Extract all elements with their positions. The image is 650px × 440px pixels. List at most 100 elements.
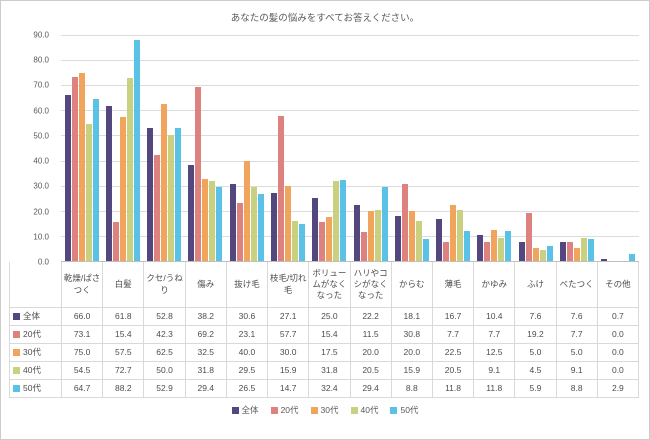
table-header-cell: 白髪 — [103, 262, 145, 308]
bar-20代 — [484, 241, 491, 261]
table-value-cell: 9.1 — [556, 362, 598, 381]
bar-30代 — [408, 210, 415, 261]
legend-label: 30代 — [320, 405, 339, 416]
table-value-cell: 7.6 — [515, 308, 557, 327]
bar-20代 — [360, 232, 367, 261]
table-value-cell: 40.0 — [226, 344, 269, 363]
legend-item: 50代 — [390, 404, 418, 416]
table-value-cell: 9.1 — [474, 362, 516, 381]
bar-40代 — [85, 124, 92, 261]
gridline — [61, 185, 639, 187]
bar-group — [391, 35, 432, 261]
bar-50代 — [133, 39, 140, 261]
table-header-cell: からむ — [391, 262, 433, 308]
table-value-cell: 61.8 — [103, 308, 145, 327]
bar-group — [515, 35, 556, 261]
table-header-cell: 傷み — [185, 262, 227, 308]
bar-50代 — [340, 179, 347, 261]
legend-label: 全体 — [241, 405, 259, 416]
table-header-cell: ハリやコシがなくなった — [350, 262, 392, 308]
bar-30代 — [161, 104, 168, 261]
bar-group — [598, 35, 639, 261]
bar-group — [309, 35, 350, 261]
table-value-cell: 22.5 — [432, 344, 475, 363]
bar-40代 — [168, 135, 175, 261]
table-header-cell: べたつく — [556, 262, 598, 308]
table-value-cell: 0.0 — [597, 362, 639, 381]
y-axis: 90.0 80.0 70.0 60.0 50.0 40.0 30.0 20.0 10.0 0.0 — [9, 31, 57, 267]
bar-全体 — [353, 205, 360, 261]
table-value-cell: 20.5 — [432, 362, 475, 381]
table-value-cell: 30.6 — [226, 308, 269, 327]
gridline — [61, 85, 639, 87]
bar-group — [226, 35, 267, 261]
bar-40代 — [581, 238, 588, 261]
bars — [61, 35, 639, 261]
table-value-cell: 29.4 — [350, 380, 392, 399]
table-value-cell: 0.0 — [597, 344, 639, 363]
series-name: 30代 — [23, 347, 41, 358]
table-value-cell: 52.9 — [144, 380, 186, 399]
y-tick-label: 80.0 — [33, 55, 49, 65]
bar-group — [61, 35, 102, 261]
bar-40代 — [498, 238, 505, 261]
bar-全体 — [436, 219, 443, 261]
bar-全体 — [477, 234, 484, 261]
table-value-cell: 32.4 — [309, 380, 351, 399]
gridline — [61, 110, 639, 112]
table-value-cell: 22.2 — [350, 308, 392, 327]
table-value-cell: 29.4 — [185, 380, 227, 399]
table-value-cell: 7.6 — [556, 308, 598, 327]
y-tick-label: 90.0 — [33, 30, 49, 40]
y-tick-label: 70.0 — [33, 80, 49, 90]
legend-label: 50代 — [400, 405, 419, 416]
table-value-cell: 57.7 — [268, 326, 310, 345]
bar-40代 — [126, 78, 133, 261]
table-value-cell: 20.0 — [350, 344, 392, 363]
table-header-cell: クセ/うねり — [144, 262, 186, 308]
table-value-cell: 66.0 — [62, 308, 104, 327]
series-name: 20代 — [23, 329, 41, 340]
gridline — [61, 210, 639, 212]
chart: 90.0 80.0 70.0 60.0 50.0 40.0 30.0 20.0 10.0 0.0 — [33, 31, 639, 267]
bar-20代 — [401, 183, 408, 261]
bar-group — [350, 35, 391, 261]
table-value-cell: 26.5 — [226, 380, 269, 399]
table-value-cell: 12.5 — [474, 344, 516, 363]
bar-50代 — [381, 187, 388, 261]
bar-group — [267, 35, 308, 261]
legend: 全体 20代 30代 40代 50代 — [9, 404, 641, 416]
bar-50代 — [216, 187, 223, 261]
table-value-cell: 5.9 — [515, 380, 557, 399]
gridline — [61, 60, 639, 62]
bar-全体 — [188, 165, 195, 261]
bar-group — [474, 35, 515, 261]
bar-20代 — [71, 77, 78, 261]
table-value-cell: 15.4 — [309, 326, 351, 345]
bar-40代 — [292, 221, 299, 261]
legend-swatch — [390, 406, 398, 414]
series-name: 50代 — [23, 383, 41, 394]
bar-50代 — [175, 128, 182, 261]
table-value-cell: 50.0 — [144, 362, 186, 381]
bar-50代 — [299, 224, 306, 261]
bar-50代 — [92, 98, 99, 261]
bar-group — [144, 35, 185, 261]
table-value-cell: 29.5 — [226, 362, 269, 381]
data-table: 乾燥/ぱさつく 白髪 クセ/うねり 傷み 抜け毛 枝毛/切れ毛 ボリュームがなくなった ハリや… — [9, 262, 639, 399]
table-value-cell: 16.7 — [432, 308, 475, 327]
table-value-cell: 11.8 — [474, 380, 516, 399]
bar-30代 — [450, 204, 457, 261]
table-row-label: 50代 — [10, 380, 62, 399]
bar-全体 — [312, 198, 319, 261]
table-value-cell: 31.8 — [185, 362, 227, 381]
table-value-cell: 38.2 — [185, 308, 227, 327]
table-value-cell: 20.5 — [350, 362, 392, 381]
table-header-cell: その他 — [597, 262, 639, 308]
y-tick-label: 30.0 — [33, 181, 49, 191]
table-value-cell: 10.4 — [474, 308, 516, 327]
table-value-cell: 4.5 — [515, 362, 557, 381]
table-corner-cell — [10, 262, 62, 308]
table-value-cell: 14.7 — [268, 380, 310, 399]
